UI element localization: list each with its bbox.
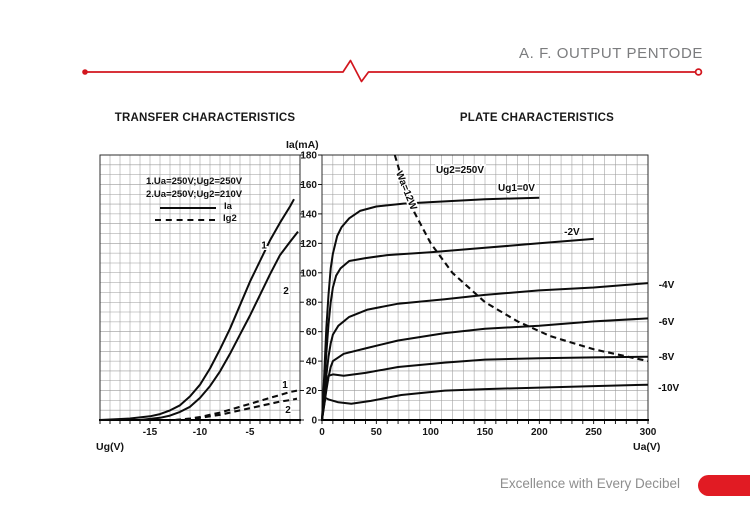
curve-ug1-4v (321, 282, 649, 421)
legend-condition-1: 1.Ua=250V;Ug2=250V (146, 176, 243, 187)
svg-text:20: 20 (306, 386, 318, 397)
legend-ig2-label: Ig2 (223, 213, 237, 225)
svg-text:120: 120 (300, 239, 317, 250)
transfer-chart: -15 -10 -5 1 2 1 2 (99, 154, 304, 438)
transfer-annotations: 1 2 1 2 (260, 239, 293, 418)
footer-tagline: Excellence with Every Decibel (499, 476, 680, 491)
transfer-grid (99, 154, 301, 421)
pulse-line-end-ring (694, 68, 703, 76)
curve-ia-curve-2-ua-250v-ug2-210v (139, 230, 299, 421)
plate-chart: 0 50 100 150 200 250 300 0 20 40 60 80 100 120 140 160 1… (300, 151, 681, 439)
curve-ug1-0v (321, 196, 540, 421)
svg-text:-5: -5 (246, 427, 255, 438)
svg-text:50: 50 (371, 427, 383, 438)
legend-dashed-row: Ig2 (146, 213, 242, 225)
svg-text:0: 0 (311, 416, 317, 427)
annotation-8v: -8V (659, 352, 675, 363)
curve-ug1-2v (321, 237, 594, 421)
svg-text:180: 180 (300, 151, 317, 162)
annotation-6v: -6V (659, 317, 675, 328)
y-axis-label: Ia(mA) (286, 139, 319, 151)
plate-chart-title: PLATE CHARACTERISTICS (459, 112, 615, 124)
curve-ia-curve-1-ua-250v-ug2-250v (99, 198, 295, 421)
svg-text:40: 40 (306, 357, 318, 368)
annotation-2: 2 (285, 405, 291, 416)
svg-text:250: 250 (585, 427, 602, 438)
curve-ug1-8v (321, 355, 649, 421)
curve-ig2-curve-1 (174, 389, 298, 422)
pulse-line (82, 59, 703, 83)
dashed-line-sample (155, 218, 215, 221)
page-title: A. F. OUTPUT PENTODE (519, 45, 703, 62)
svg-text:100: 100 (422, 427, 439, 438)
transfer-curves (99, 198, 299, 422)
svg-text:140: 140 (300, 209, 317, 220)
svg-text:150: 150 (477, 427, 494, 438)
legend-solid-row: Ia (146, 201, 242, 213)
curve-ig2-curve-2 (174, 397, 298, 422)
plate-ticks (318, 154, 649, 424)
svg-text:-10: -10 (193, 427, 208, 438)
transfer-x-axis-label: Ug(V) (96, 441, 124, 453)
svg-text:160: 160 (300, 180, 317, 191)
annotation-1: 1 (282, 380, 288, 391)
annotation-4v: -4V (659, 280, 675, 291)
legend-ia-label: Ia (224, 201, 232, 213)
svg-text:60: 60 (306, 327, 318, 338)
transfer-ticks (99, 154, 304, 424)
legend-condition-2: 2.Ua=250V;Ug2=210V (146, 188, 243, 200)
svg-text:80: 80 (306, 298, 318, 309)
annotation-10v: -10V (658, 383, 679, 394)
annotation-ug2-250v: Ug2=250V (436, 165, 484, 176)
svg-text:200: 200 (531, 427, 548, 438)
svg-text:0: 0 (319, 427, 325, 438)
transfer-chart-title: TRANSFER CHARACTERISTICS (114, 112, 296, 124)
red-accent-pill (698, 475, 750, 496)
pulse-line-start-dot (82, 69, 88, 75)
annotation-1: 1 (261, 240, 267, 251)
transfer-legend: 1.Ua=250V;Ug2=250V 2.Ua=250V;Ug2=210V Ia… (146, 176, 242, 225)
curve-wa-12w-limit (393, 154, 649, 363)
plate-curves (321, 154, 649, 421)
plate-tick-labels: 0 50 100 150 200 250 300 0 20 40 60 80 100 120 140 160 1… (300, 151, 656, 439)
svg-text:300: 300 (640, 427, 657, 438)
solid-line-sample (160, 206, 216, 209)
transfer-tick-labels: -15 -10 -5 (143, 427, 255, 438)
curve-ug1-6v (321, 317, 649, 421)
annotation-2: 2 (283, 286, 289, 297)
pulse-line-path (85, 59, 696, 83)
svg-text:100: 100 (300, 268, 317, 279)
curve-ug1-10v (321, 383, 649, 421)
svg-text:-15: -15 (143, 427, 158, 438)
annotation-2v: -2V (564, 227, 580, 238)
annotation-ug1-0v: Ug1=0V (498, 183, 535, 194)
plate-annotations: Ug2=250V Wa=12W Ug1=0V -2V -4V -6V -8V -10V (392, 164, 681, 396)
plate-x-axis-label: Ua(V) (633, 441, 661, 453)
annotation-wa-12w: Wa=12W (393, 170, 419, 213)
